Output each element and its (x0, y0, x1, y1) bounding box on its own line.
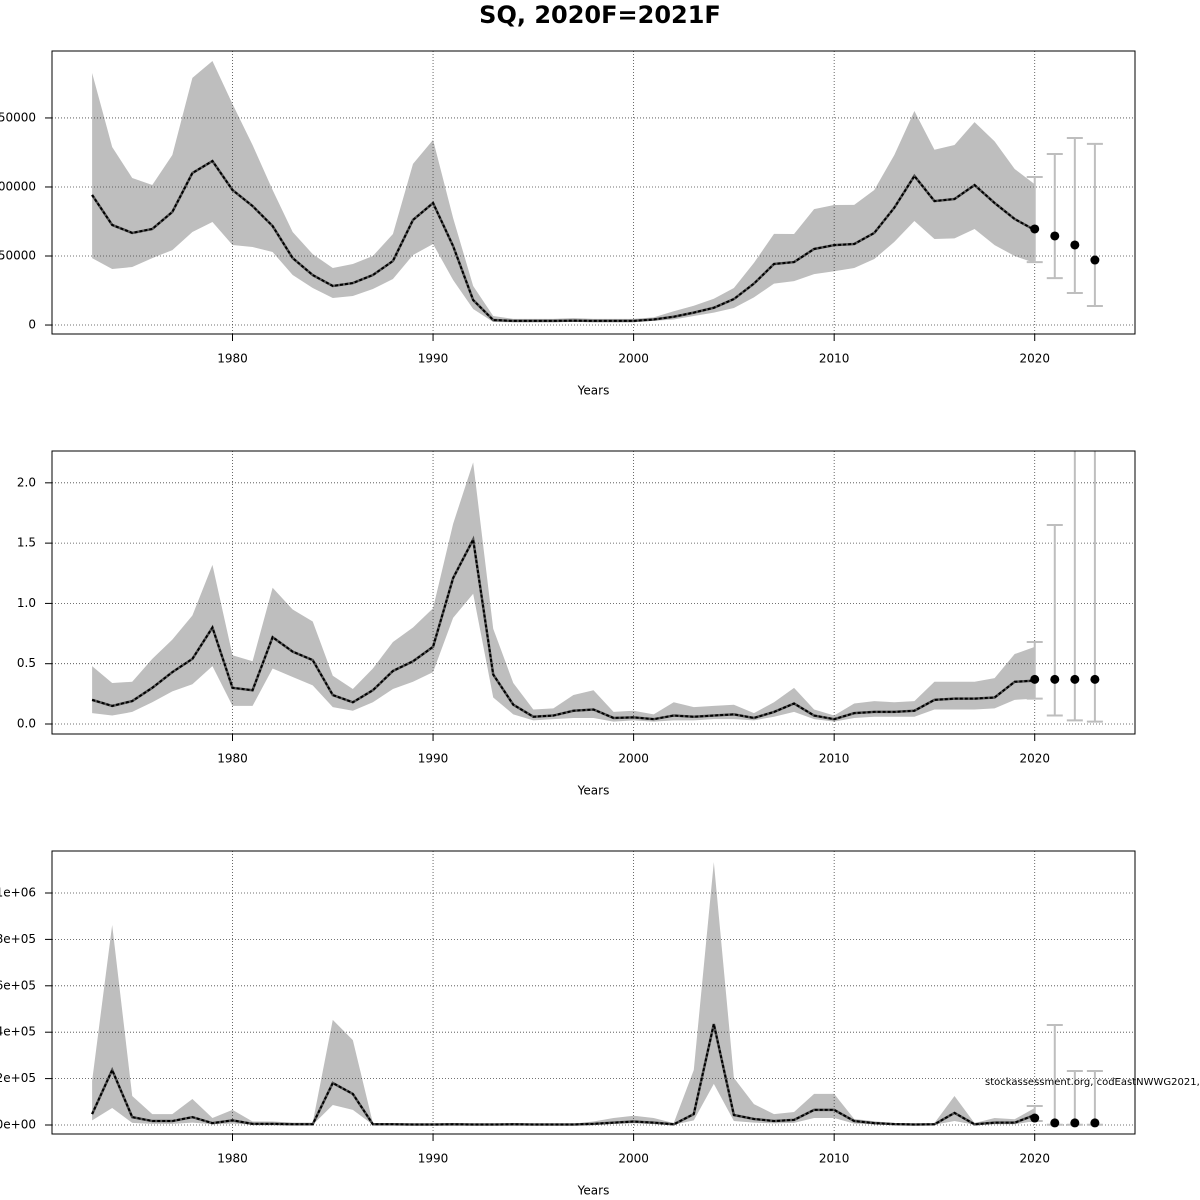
x-axis-label: Years (577, 384, 610, 398)
y-tick-label: 1.5 (17, 536, 36, 550)
median-line (91, 159, 1036, 323)
plot-frame (51, 50, 1136, 335)
x-tick-label: 2000 (618, 752, 649, 766)
plot-area (52, 451, 1135, 734)
forecast-point (1050, 231, 1060, 241)
plot-area (52, 51, 1135, 334)
x-tick-label: 1980 (217, 352, 248, 366)
forecast-point (1070, 1118, 1080, 1128)
forecast-point (1030, 224, 1040, 234)
confidence-band (92, 60, 1035, 323)
x-tick-label: 1990 (418, 352, 449, 366)
x-tick-label: 2020 (1019, 752, 1050, 766)
x-tick-label: 2020 (1019, 352, 1050, 366)
forecast-point (1070, 674, 1080, 684)
panel: 1980 1990 2000 2010 2020 0e+00 2e+05 4e+05 6e+05… (0, 850, 1136, 1198)
y-tick-label: 100000 (0, 179, 36, 193)
forecast-point (1070, 240, 1080, 250)
y-tick-label: 0.0 (17, 716, 36, 730)
y-tick-label: 2e+05 (0, 1071, 36, 1085)
y-tick-label: 1.0 (17, 596, 36, 610)
plot-frame (51, 850, 1136, 1135)
x-tick-label: 1980 (217, 752, 248, 766)
x-tick-label: 2010 (819, 352, 850, 366)
x-tick-label: 2020 (1019, 1152, 1050, 1166)
x-tick-label: 1980 (217, 1152, 248, 1166)
forecast-point (1050, 1118, 1060, 1128)
y-tick-label: 1e+06 (0, 885, 36, 899)
y-tick-label: 6e+05 (0, 978, 36, 992)
x-axis-label: Years (577, 784, 610, 798)
x-tick-label: 2010 (819, 752, 850, 766)
x-tick-label: 2000 (618, 352, 649, 366)
confidence-band (92, 462, 1035, 722)
y-tick-label: 2.0 (17, 475, 36, 489)
x-axis-label: Years (577, 1184, 610, 1198)
median-line-dashed (91, 1023, 1036, 1126)
confidence-band (92, 862, 1035, 1125)
x-tick-label: 1990 (418, 1152, 449, 1166)
forecast-point (1050, 674, 1060, 684)
figure-title: SQ, 2020F=2021F (479, 1, 721, 29)
x-tick-label: 2000 (618, 1152, 649, 1166)
median-line (90, 1023, 1036, 1126)
x-tick-label: 2010 (819, 1152, 850, 1166)
y-tick-label: 4e+05 (0, 1025, 36, 1039)
plot-area (52, 851, 1135, 1134)
y-tick-label: 8e+05 (0, 932, 36, 946)
y-tick-label: 0 (28, 318, 36, 332)
panel: 1980 1990 2000 2010 2020 0 50000 100000 150000 Ye… (0, 50, 1136, 398)
forecast-point (1030, 674, 1040, 684)
y-tick-label: 50000 (0, 249, 36, 263)
forecast-point (1090, 255, 1100, 265)
forecast-point (1030, 1113, 1040, 1123)
y-tick-label: 0e+00 (0, 1117, 36, 1131)
y-tick-label: 0.5 (17, 656, 36, 670)
y-tick-label: 150000 (0, 110, 36, 124)
forecast-point (1090, 1118, 1100, 1128)
forecast-point (1090, 674, 1100, 684)
panel: 1980 1990 2000 2010 2020 0.0 0.5 1.0 1.5 2.0 Years (17, 450, 1136, 798)
plot-frame (51, 450, 1136, 735)
x-tick-label: 1990 (418, 752, 449, 766)
median-line-dashed (91, 536, 1035, 721)
annotation: stockassessment.org, codEastNWWG2021, (985, 1077, 1200, 1088)
